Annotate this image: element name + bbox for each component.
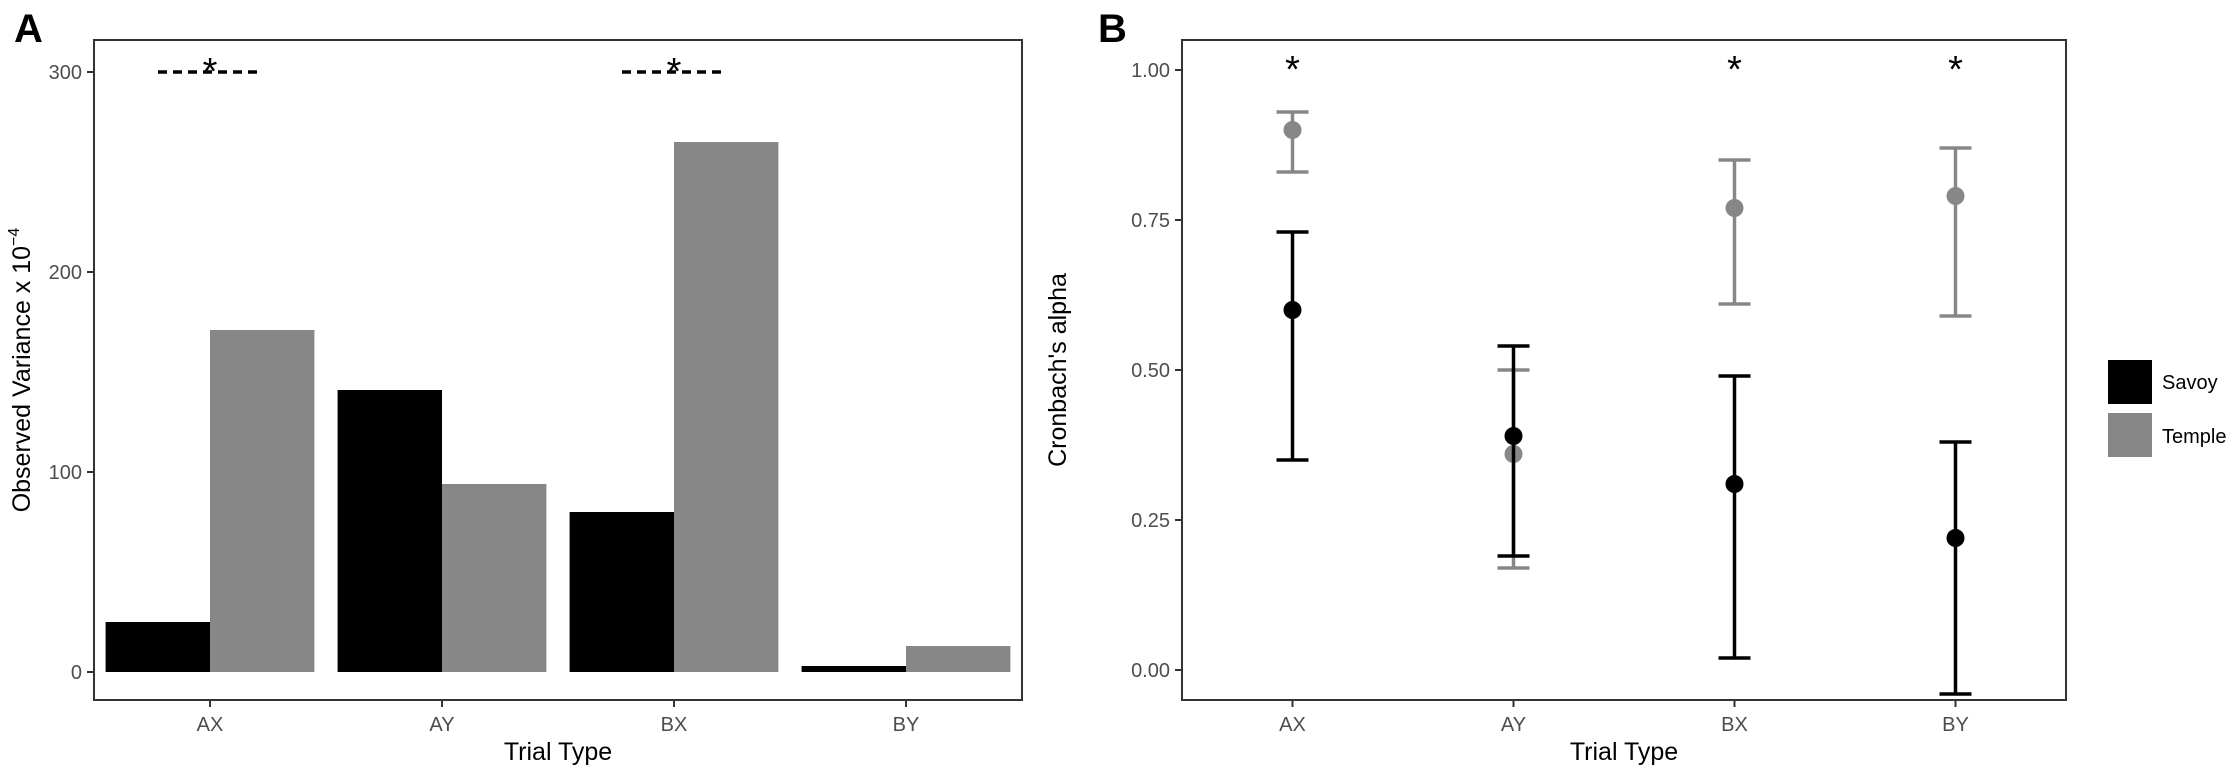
panel-a-letter: A — [14, 7, 43, 51]
panel-a-y-axis-title-main: Observed Variance x 10 — [8, 246, 36, 512]
bar-savoy-ay — [337, 390, 442, 672]
panel-b-frame — [1181, 39, 2067, 701]
y-tick-label: 300 — [49, 62, 82, 84]
panel-b-y-axis-title: Cronbach's alpha — [1044, 273, 1072, 467]
panel-a-y-axis-title: Observed Variance x 10−4 — [6, 228, 36, 513]
x-tick-label: AY — [429, 714, 454, 736]
bar-temple-ay — [442, 484, 547, 672]
significance-star: * — [1727, 49, 1742, 91]
y-tick-label: 0.75 — [1131, 210, 1170, 232]
point-savoy-by — [1946, 529, 1965, 547]
panel-a-bars — [105, 142, 1011, 672]
panel-a-x-axis-title: Trial Type — [504, 738, 612, 766]
panel-b: B 0.00 0.25 0.50 0.75 1.00 AX AY BX BY * * * Tria… — [1044, 7, 2067, 766]
y-tick-label: 1.00 — [1131, 60, 1170, 82]
legend-label-temple: Temple — [2162, 426, 2226, 448]
point-savoy-bx — [1725, 475, 1744, 493]
bar-savoy-bx — [569, 512, 674, 672]
y-tick-label: 0.50 — [1131, 360, 1170, 382]
panel-a-frame — [93, 39, 1023, 701]
significance-star: * — [203, 51, 218, 93]
y-tick-label: 100 — [49, 462, 82, 484]
panel-b-y-ticks: 0.00 0.25 0.50 0.75 1.00 — [1131, 60, 1182, 682]
legend: Savoy Temple — [2108, 360, 2226, 457]
bar-savoy-by — [801, 666, 906, 672]
x-tick-label: BX — [1721, 714, 1748, 736]
point-savoy-ay — [1504, 427, 1523, 445]
legend-swatch-savoy — [2108, 360, 2152, 404]
x-tick-label: BY — [893, 714, 920, 736]
y-tick-label: 0 — [71, 662, 82, 684]
bar-temple-by — [906, 646, 1011, 672]
point-savoy-ax — [1283, 301, 1302, 319]
panel-b-x-axis-title: Trial Type — [1570, 738, 1678, 766]
bar-temple-bx — [674, 142, 779, 672]
x-tick-label: BY — [1942, 714, 1969, 736]
legend-swatch-temple — [2108, 413, 2152, 457]
panel-b-points — [1276, 110, 1972, 696]
x-tick-label: AX — [1279, 714, 1306, 736]
y-tick-label: 200 — [49, 262, 82, 284]
significance-star: * — [667, 51, 682, 93]
bar-temple-ax — [210, 330, 315, 672]
panel-a-significance: * * — [158, 51, 726, 93]
bar-savoy-ax — [105, 622, 210, 672]
y-tick-label: 0.00 — [1131, 660, 1170, 682]
x-tick-label: AX — [197, 714, 224, 736]
panel-b-letter: B — [1098, 7, 1127, 51]
y-tick-label: 0.25 — [1131, 510, 1170, 532]
panel-b-significance: * * * — [1285, 49, 1963, 91]
legend-label-savoy: Savoy — [2162, 372, 2218, 394]
panel-a-x-ticks: AX AY BX BY — [197, 700, 920, 736]
panel-a-y-axis-title-exponent: −4 — [6, 228, 23, 246]
significance-star: * — [1948, 49, 1963, 91]
panel-b-x-ticks: AX AY BX BY — [1279, 700, 1969, 736]
point-temple-ax — [1283, 121, 1302, 139]
x-tick-label: AY — [1501, 714, 1526, 736]
panel-a-y-ticks: 0 100 200 300 — [49, 62, 94, 684]
point-temple-by — [1946, 187, 1965, 205]
significance-star: * — [1285, 49, 1300, 91]
point-temple-bx — [1725, 199, 1744, 217]
x-tick-label: BX — [661, 714, 688, 736]
